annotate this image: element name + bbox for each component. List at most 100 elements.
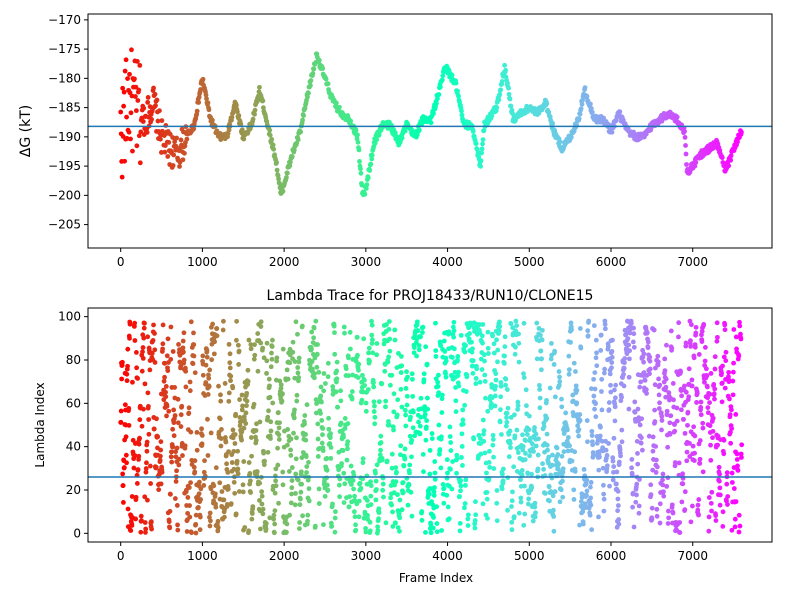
lambda-point xyxy=(513,318,519,324)
lambda-point xyxy=(568,320,574,326)
lambda-point xyxy=(287,360,293,366)
lambda-point xyxy=(264,340,270,346)
lambda-point xyxy=(487,448,492,454)
lambda-point xyxy=(676,334,681,340)
dg-point xyxy=(498,87,504,93)
lambda-point xyxy=(432,459,438,464)
lambda-point xyxy=(459,431,465,437)
lambda-point xyxy=(426,491,432,497)
lambda-point xyxy=(507,440,513,446)
lambda-point xyxy=(328,445,334,450)
lambda-point xyxy=(429,431,435,436)
lambda-point xyxy=(588,502,594,508)
lambda-point xyxy=(710,428,716,434)
dg-point xyxy=(277,181,282,187)
lambda-point xyxy=(539,337,545,343)
dg-point xyxy=(154,97,160,103)
lambda-point xyxy=(580,521,586,527)
lambda-point xyxy=(136,441,142,447)
dg-point xyxy=(582,85,588,90)
lambda-point xyxy=(569,327,574,333)
lambda-point xyxy=(724,470,730,476)
lambda-point xyxy=(526,496,532,502)
lambda-point xyxy=(249,516,255,522)
lambda-point xyxy=(447,424,453,430)
lambda-point xyxy=(681,383,687,389)
lambda-point xyxy=(221,318,226,324)
lambda-point xyxy=(495,359,500,365)
lambda-point xyxy=(247,478,253,484)
lambda-point xyxy=(432,476,438,482)
lambda-point xyxy=(443,358,449,364)
dg-point xyxy=(728,153,734,158)
lambda-point xyxy=(332,330,337,336)
lambda-point xyxy=(441,486,447,491)
lambda-point xyxy=(457,494,462,499)
lambda-point xyxy=(188,319,194,325)
dg-point xyxy=(171,152,177,158)
lambda-point xyxy=(559,453,565,459)
lambda-point xyxy=(157,457,163,463)
lambda-point xyxy=(700,420,706,426)
lambda-point xyxy=(444,492,450,498)
lambda-point xyxy=(274,355,280,361)
lambda-point xyxy=(458,488,463,494)
lambda-point xyxy=(455,354,461,359)
x-tick-label: 2000 xyxy=(269,255,300,269)
lambda-point xyxy=(598,348,604,353)
lambda-point xyxy=(218,436,224,441)
lambda-point xyxy=(551,514,557,519)
dg-point xyxy=(252,107,258,113)
lambda-point xyxy=(462,482,468,488)
lambda-point xyxy=(298,469,304,475)
dg-point xyxy=(226,127,232,133)
lambda-point xyxy=(225,486,231,492)
dg-point xyxy=(138,129,144,135)
dg-point xyxy=(334,100,339,106)
lambda-point xyxy=(631,524,637,530)
lambda-point xyxy=(660,471,666,477)
lambda-point xyxy=(172,413,178,418)
lambda-point xyxy=(686,394,692,400)
lambda-point xyxy=(168,491,173,497)
lambda-point xyxy=(535,452,541,458)
lambda-point xyxy=(431,515,436,520)
lambda-point xyxy=(134,481,140,486)
lambda-point xyxy=(372,403,377,409)
dg-point xyxy=(229,115,235,120)
lambda-point xyxy=(386,354,392,360)
lambda-y-axis-label: Lambda Index xyxy=(33,382,47,467)
lambda-point xyxy=(285,427,291,432)
lambda-point xyxy=(618,453,623,459)
lambda-point xyxy=(382,368,388,374)
lambda-point xyxy=(728,407,734,413)
lambda-point xyxy=(268,436,273,441)
lambda-point xyxy=(245,379,251,384)
lambda-point xyxy=(705,405,711,411)
lambda-point xyxy=(315,454,321,459)
lambda-point xyxy=(299,481,305,487)
lambda-point xyxy=(462,505,467,511)
lambda-point xyxy=(272,521,278,527)
lambda-point xyxy=(187,514,193,520)
lambda-point xyxy=(678,369,684,375)
lambda-point xyxy=(288,500,294,506)
lambda-point xyxy=(702,379,707,385)
lambda-point xyxy=(319,418,325,423)
lambda-point xyxy=(736,512,742,518)
lambda-point xyxy=(729,470,735,476)
lambda-point xyxy=(599,389,604,394)
lambda-point xyxy=(487,464,493,470)
y-tick-label: −170 xyxy=(48,13,81,27)
lambda-point xyxy=(729,527,735,533)
lambda-point xyxy=(142,520,148,525)
lambda-point xyxy=(341,500,347,506)
dg-point xyxy=(601,115,607,121)
lambda-point xyxy=(509,504,514,509)
lambda-point xyxy=(211,483,217,489)
lambda-point xyxy=(163,394,169,400)
lambda-point xyxy=(347,329,353,335)
lambda-point xyxy=(209,357,215,363)
lambda-point xyxy=(334,376,340,382)
lambda-point xyxy=(438,465,444,471)
